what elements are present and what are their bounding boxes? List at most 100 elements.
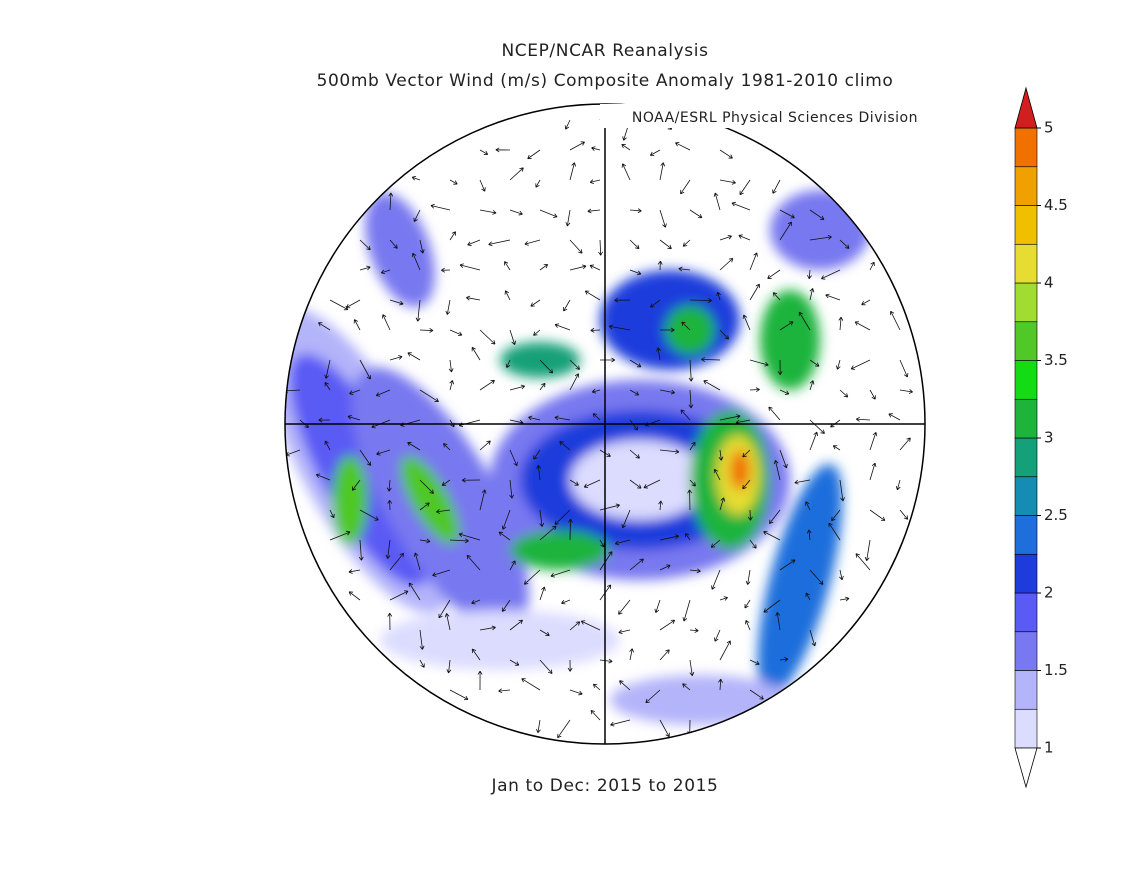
wind-arrow — [599, 658, 613, 664]
wind-arrow — [521, 678, 541, 691]
wind-arrow — [419, 659, 425, 668]
colorbar-box — [1014, 670, 1038, 710]
wind-arrow — [629, 389, 640, 396]
wind-arrow — [719, 596, 728, 601]
wind-arrow — [358, 539, 364, 561]
wind-arrow — [779, 321, 794, 331]
wind-vectors — [285, 104, 913, 739]
wind-arrow — [659, 389, 675, 395]
wind-arrow — [719, 149, 733, 159]
wind-arrow — [610, 719, 631, 727]
colorbar-label: 2.5 — [1044, 506, 1068, 524]
colorbar-box — [1014, 205, 1038, 245]
wind-arrow — [747, 509, 753, 521]
wind-arrow — [806, 529, 812, 541]
wind-arrow — [509, 384, 525, 391]
wind-arrow — [554, 323, 571, 331]
wind-arrow — [324, 382, 331, 391]
colorbar-box — [1014, 243, 1038, 284]
wind-arrow — [504, 290, 511, 301]
wind-arrow — [419, 239, 425, 254]
wind-arrow — [779, 656, 789, 662]
wind-arrow — [809, 288, 815, 301]
wind-arrow — [685, 532, 691, 541]
wind-arrow — [599, 539, 605, 548]
wind-arrow — [769, 509, 781, 524]
wind-arrow — [773, 460, 781, 481]
wind-arrow — [389, 239, 398, 249]
wind-arrow — [449, 179, 458, 185]
colorbar-box — [1014, 515, 1038, 555]
wind-arrow — [539, 525, 557, 541]
wind-arrow — [444, 613, 451, 631]
wind-arrow — [714, 629, 721, 642]
wind-arrow — [659, 327, 675, 333]
colorbar-label: 4 — [1044, 274, 1054, 292]
wind-arrow — [550, 569, 571, 578]
wind-arrow — [329, 530, 351, 541]
wind-arrow — [779, 389, 790, 395]
wind-arrow — [461, 477, 481, 483]
wind-arrow — [688, 359, 694, 382]
wind-arrow — [657, 260, 663, 271]
colorbar-under — [1014, 747, 1038, 789]
wind-arrow — [567, 659, 573, 672]
wind-arrow — [719, 329, 729, 340]
wind-arrow — [772, 292, 781, 301]
wind-arrow — [501, 509, 511, 530]
colorbar-box — [1014, 708, 1038, 749]
wind-arrow — [389, 590, 409, 601]
wind-arrow — [659, 162, 666, 181]
colorbar-box — [1014, 476, 1038, 516]
wind-arrow — [479, 625, 496, 631]
wind-arrow — [763, 530, 781, 541]
wind-arrow — [777, 359, 783, 375]
wind-arrow — [608, 324, 631, 331]
colorbar-label: 2 — [1044, 584, 1054, 602]
colorbar-box — [1014, 127, 1038, 168]
wind-arrow — [742, 479, 751, 490]
wind-arrow — [689, 209, 703, 219]
wind-arrow — [353, 319, 361, 331]
wind-arrow — [682, 239, 691, 247]
wind-arrow — [659, 239, 672, 250]
wind-arrow — [375, 389, 391, 397]
map-disk — [285, 104, 925, 744]
wind-arrow — [807, 269, 812, 280]
wind-arrow — [838, 316, 844, 331]
wind-arrow — [471, 346, 481, 361]
wind-arrow — [509, 449, 518, 467]
wind-arrow — [719, 257, 734, 271]
wind-arrow — [719, 179, 736, 185]
wind-arrow — [569, 373, 580, 391]
wind-arrow — [680, 409, 691, 421]
wind-arrow — [855, 553, 871, 571]
wind-arrow — [832, 445, 841, 451]
wind-arrow — [718, 449, 724, 461]
wind-arrow — [682, 683, 691, 691]
wind-arrow — [509, 659, 520, 666]
wind-arrow — [488, 239, 511, 247]
wind-arrow — [591, 146, 601, 151]
wind-arrow — [345, 299, 361, 309]
wind-arrow — [589, 264, 601, 271]
wind-arrow — [809, 359, 820, 367]
wind-arrow — [479, 179, 486, 192]
wind-arrow — [539, 586, 546, 601]
wind-arrow — [504, 261, 511, 271]
wind-arrow — [569, 479, 579, 486]
wind-arrow — [689, 568, 701, 574]
wind-arrow — [477, 670, 483, 691]
wind-arrow — [718, 678, 723, 691]
wind-arrow — [809, 431, 818, 451]
wind-arrow — [563, 299, 571, 312]
wind-arrow — [449, 380, 455, 391]
wind-arrow — [411, 176, 421, 181]
wind-arrow — [821, 269, 841, 280]
wind-arrow — [591, 388, 601, 394]
wind-arrow — [749, 359, 769, 367]
wind-arrow — [318, 417, 331, 423]
wind-arrow — [419, 479, 434, 494]
